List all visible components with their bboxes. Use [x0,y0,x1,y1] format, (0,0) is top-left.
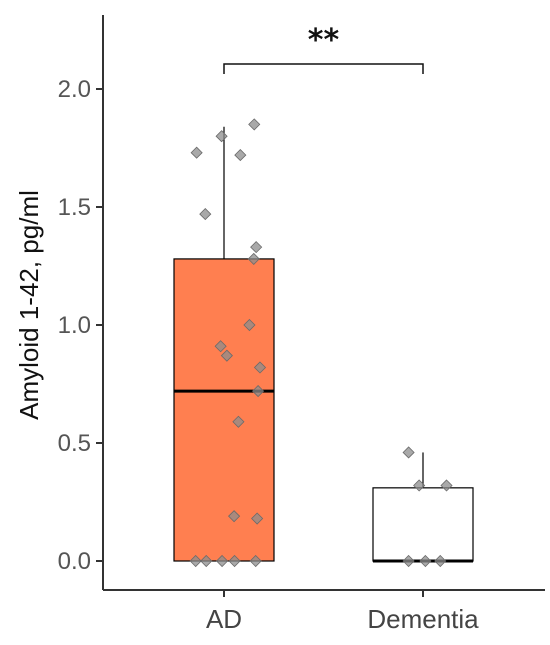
plot-area: 0.0 0.5 1.0 1.5 2.0 AD Dementia ** [58,15,545,634]
ad-data-point [253,361,267,374]
ad-data-point [248,118,261,131]
ad-box [173,258,275,562]
y-tick-label: 2.0 [58,76,91,103]
x-tick-label: Dementia [367,604,479,634]
dementia-data-point [402,446,415,459]
ad-data-point [243,318,256,332]
dementia-box [372,487,474,562]
dementia-data-point [434,554,447,568]
y-tick-label: 0.0 [58,548,91,575]
y-axis-title: Amyloid 1-42, pg/ml [14,190,44,420]
ad-data-point [232,415,245,428]
ad-data-point [214,340,227,353]
dementia-data-point [419,554,432,568]
dementia-data-point [413,479,426,492]
ad-data-point [200,554,213,568]
ad-data-point [234,149,247,162]
significance-label: ** [308,23,340,58]
dementia-data-point [440,479,453,492]
ad-data-point [251,512,264,525]
y-tick-label: 1.5 [58,194,91,221]
ad-data-point [228,554,241,568]
significance-bracket [223,63,424,74]
ad-data-point [249,554,262,568]
x-tick-label: AD [206,604,242,634]
ad-data-point [252,385,265,398]
ad-data-point [216,554,229,568]
ad-data-point [190,146,203,159]
y-tick-label: 1.0 [58,312,91,339]
ad-data-point [189,554,202,568]
ad-data-point [247,252,260,265]
ad-data-point [215,130,228,143]
ad-data-point [228,510,241,523]
ad-data-point [220,349,233,362]
ad-data-point [199,208,212,221]
dementia-data-point [402,554,415,568]
ad-data-point [250,241,263,254]
y-tick-label: 0.5 [58,430,91,457]
